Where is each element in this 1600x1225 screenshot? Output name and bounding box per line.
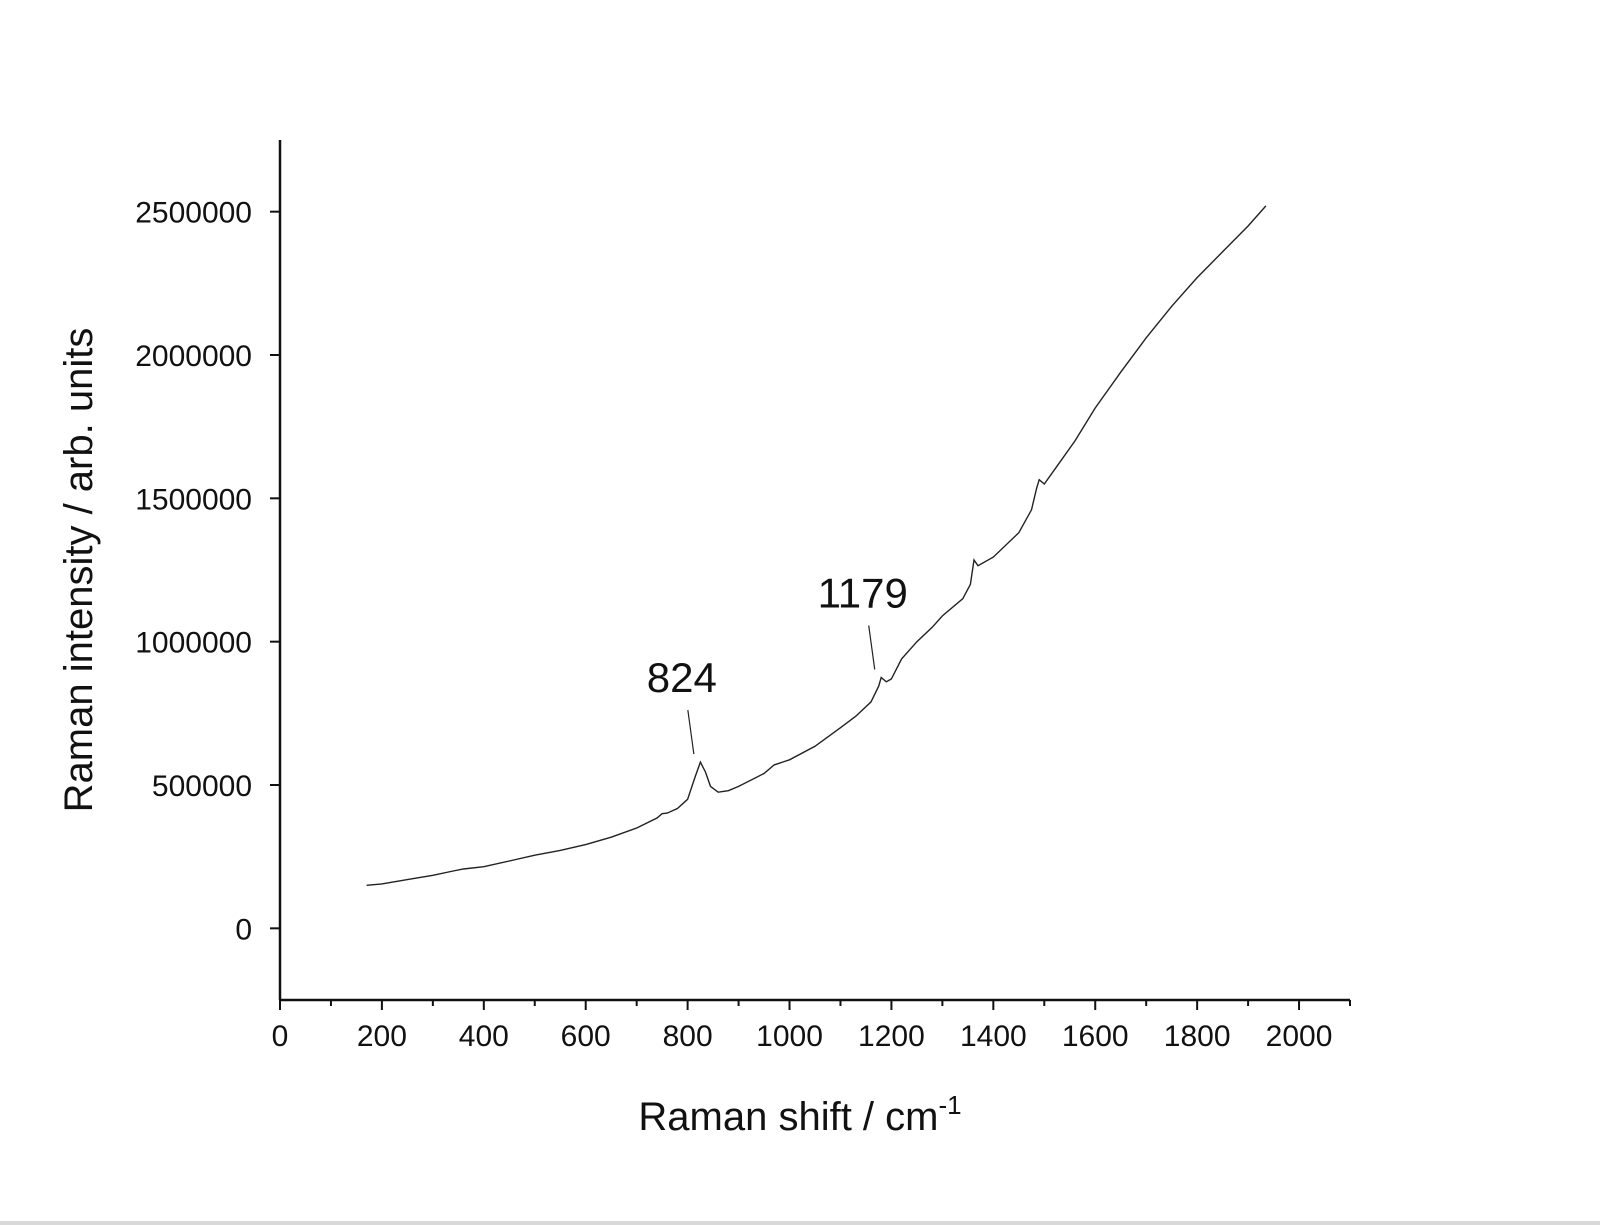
annotation-leader-line <box>868 625 876 670</box>
x-ticks: 0 200 400 600 800 1000 1200 1400 1600 1800 2000 <box>272 1000 1351 1053</box>
x-tick-label: 1800 <box>1164 1020 1231 1053</box>
x-tick-label: 1400 <box>960 1020 1027 1053</box>
peak-annotation-label: 824 <box>647 654 717 701</box>
x-axis-title: Raman shift / cm-1 <box>638 1090 961 1139</box>
peak-annotation-label: 1179 <box>818 570 908 617</box>
x-tick-label: 200 <box>357 1020 407 1053</box>
y-tick-label: 2500000 <box>135 197 252 230</box>
annotations: 824 1179 <box>647 570 908 755</box>
y-tick-label: 1000000 <box>135 627 252 660</box>
x-tick-label: 0 <box>272 1020 289 1053</box>
x-axis-title-superscript: -1 <box>938 1090 961 1120</box>
y-tick-label: 500000 <box>152 770 252 803</box>
annotation-leader-line <box>687 709 695 755</box>
x-tick-label: 600 <box>561 1020 611 1053</box>
y-ticks: 0 500000 1000000 1500000 2000000 2500000 <box>135 197 280 946</box>
x-tick-label: 1600 <box>1062 1020 1129 1053</box>
x-tick-label: 800 <box>663 1020 713 1053</box>
axes <box>278 140 1350 1002</box>
x-tick-label: 400 <box>459 1020 509 1053</box>
x-tick-label: 1200 <box>858 1020 925 1053</box>
x-tick-label: 1000 <box>756 1020 823 1053</box>
y-tick-label: 1500000 <box>135 483 252 516</box>
y-tick-label: 0 <box>235 913 252 946</box>
y-axis-title: Raman intensity / arb. units <box>57 328 101 813</box>
y-tick-label: 2000000 <box>135 340 252 373</box>
x-tick-label: 2000 <box>1266 1020 1333 1053</box>
bottom-border <box>0 1221 1600 1225</box>
series-line <box>366 205 1267 886</box>
